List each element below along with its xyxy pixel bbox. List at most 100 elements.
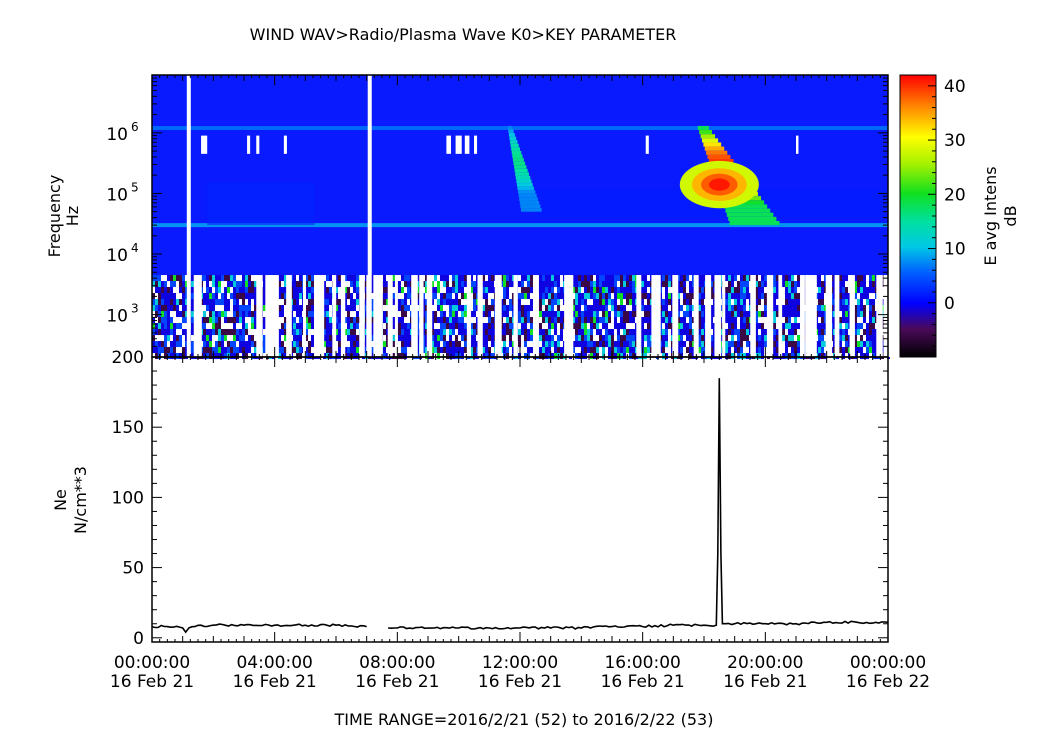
spectrogram-cell [833,335,836,342]
spectrogram-cell [605,341,608,348]
spectrogram-cell [353,293,356,300]
spectrogram-cell [311,299,314,306]
spectrogram-cell [557,287,560,294]
spectrogram-dropout [513,275,518,357]
spectrogram-cell [167,275,170,282]
spectrogram-cell [572,299,575,306]
spectrogram-cell [440,335,443,342]
spectrogram-cell [440,305,443,312]
spectrogram-cell [209,347,212,354]
spectrogram-cell [461,311,464,318]
spectrogram-cell [857,281,860,288]
spectrogram-cell [764,293,767,300]
spectrogram-cell [761,317,764,324]
spectrogram-cell [242,335,245,342]
spectrogram-cell [608,335,611,342]
spectrogram-cell [539,323,542,330]
spectrogram-cell [620,293,623,300]
spectrogram-cell [782,293,785,300]
spectrogram-cell [554,287,557,294]
spectrogram-cell [866,287,869,294]
spectrogram-cell [386,305,389,312]
spectrogram-cell [869,275,872,282]
date-tick-label: 16 Feb 21 [601,672,685,692]
spectrogram-cell [689,281,692,288]
spectrogram-cell [404,311,407,318]
spectrogram-cell [407,287,410,294]
spectrogram-cell [794,275,797,282]
spectrogram-cell [239,275,242,282]
spectrogram-cell [860,347,863,354]
spectrogram-cell [224,347,227,354]
spectrogram-cell [572,323,575,330]
spectrogram-cell [224,299,227,306]
spectrogram-cell [599,317,602,324]
spectrogram-cell [530,293,533,300]
spectrogram-cell [590,311,593,318]
spectrogram-cell [818,323,821,330]
spectrogram-cell [605,335,608,342]
spectrogram-cell [182,293,185,300]
spectrogram-cell [203,353,206,360]
spectrogram-cell [434,275,437,282]
spectrogram-cell [485,275,488,282]
spectrogram-cell [443,347,446,354]
spectrogram-cell [221,293,224,300]
spectrogram-cell [773,347,776,354]
spectrogram-cell [158,323,161,330]
spectrogram-cell [617,341,620,348]
spectrogram-cell [692,311,695,318]
spectrogram-cell [305,305,308,312]
spectrogram-cell [524,347,527,354]
spectrogram-cell [371,293,374,300]
spectrogram-cell [236,317,239,324]
spectrogram-cell [740,317,743,324]
spectrogram-cell [455,311,458,318]
spectrogram-cell [608,323,611,330]
spectrogram-cell [821,305,824,312]
spectrogram-cell [206,347,209,354]
spectrogram-cell [233,281,236,288]
spectrogram-cell [404,299,407,306]
spectrogram-dropout [532,275,539,357]
spectrogram-cell [530,353,533,360]
spectrogram-cell [344,335,347,342]
spectrogram-cell [680,317,683,324]
spectrogram-cell [161,323,164,330]
spectrogram-cell [323,317,326,324]
spectrogram-cell [152,341,155,348]
spectrogram-cell [545,281,548,288]
spectrogram-cell [629,305,632,312]
spectrogram-cell [311,305,314,312]
spectrogram-cell [524,329,527,336]
spectrogram-cell [764,275,767,282]
spectrogram-cell [833,305,836,312]
spectrogram-cell [821,293,824,300]
spectrogram-cell [578,317,581,324]
spectrogram-cell [683,275,686,282]
spectrogram-cell [386,335,389,342]
spectrogram-cell [299,305,302,312]
spectrogram-cell [833,281,836,288]
spectrogram-cell [626,323,629,330]
spectrogram-cell [824,305,827,312]
spectrogram-burst-cell [511,150,522,155]
spectrogram-cell [866,341,869,348]
spectrogram-cell [233,329,236,336]
spectrogram-cell [446,323,449,330]
spectrogram-cell [185,305,188,312]
spectrogram-cell [602,299,605,306]
spectrogram-cell [734,347,737,354]
spectrogram-cell [473,293,476,300]
spectrogram-cell [578,275,581,282]
spectrogram-cell [398,329,401,336]
spectrogram-cell [434,311,437,318]
spectrogram-cell [524,323,527,330]
spectrogram-cell [641,317,644,324]
spectrogram-cell [251,305,254,312]
spectrogram-cell [728,347,731,354]
spectrogram-cell [581,281,584,288]
spectrogram-cell [506,335,509,342]
spectrogram-cell [764,287,767,294]
spectrogram-cell [449,275,452,282]
